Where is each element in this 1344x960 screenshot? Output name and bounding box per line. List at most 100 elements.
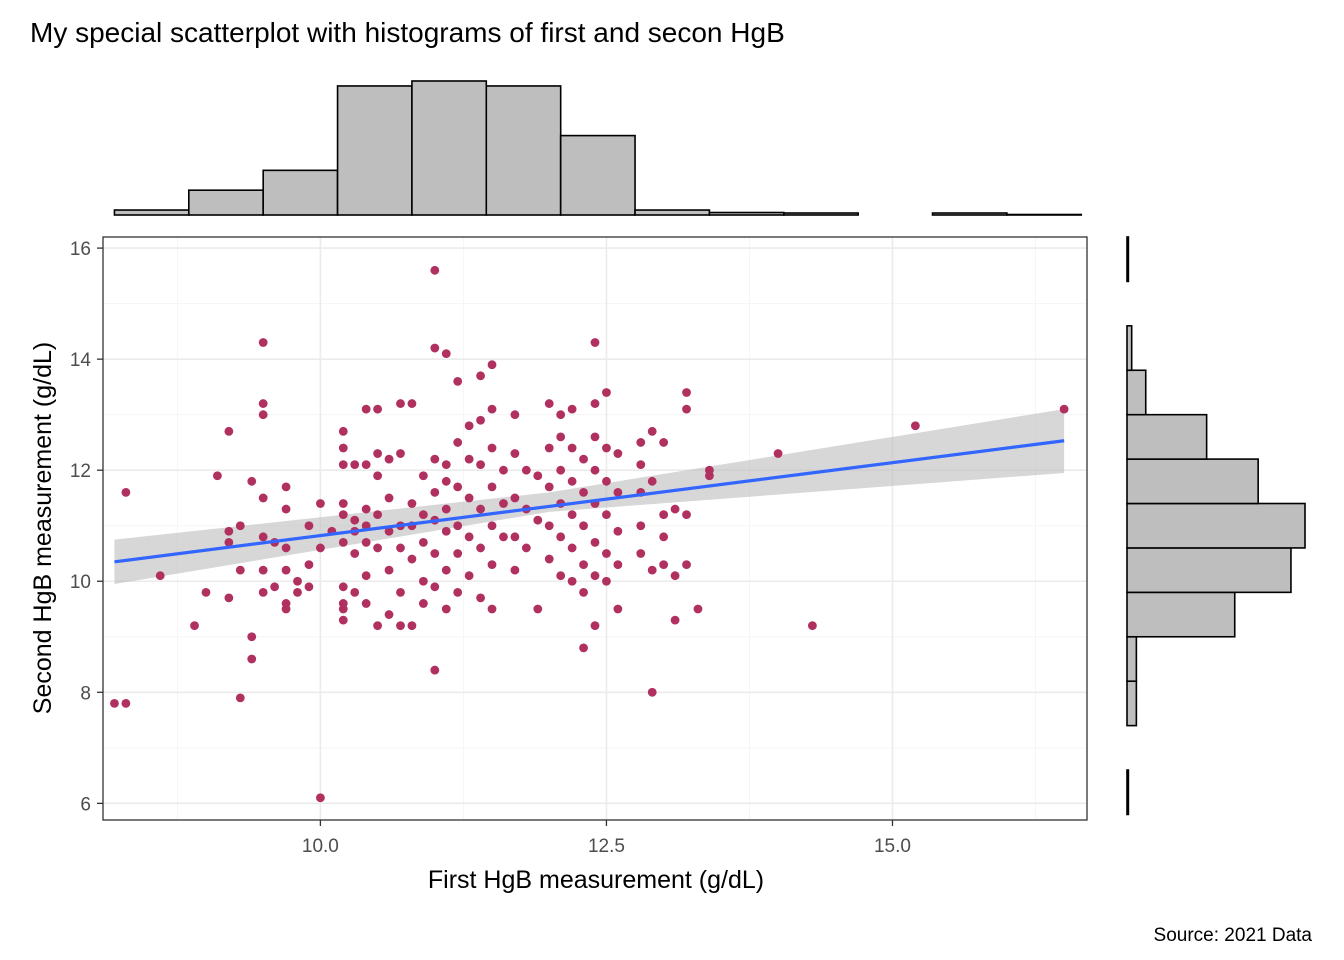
scatter-point <box>567 510 577 520</box>
y-tick-label: 14 <box>70 350 92 371</box>
scatter-point <box>430 665 440 675</box>
scatter-point <box>659 532 669 542</box>
scatter-point <box>304 521 314 531</box>
scatter-point <box>407 499 417 508</box>
histogram-bar <box>559 134 636 216</box>
scatter-point <box>464 532 474 542</box>
scatter-point <box>476 460 485 470</box>
scatter-point <box>636 438 646 447</box>
scatter-point <box>361 537 371 547</box>
scatter-point <box>567 576 577 586</box>
scatter-point <box>476 415 485 425</box>
scatter-point <box>258 493 268 503</box>
scatter-point <box>361 599 371 608</box>
scatter-point <box>602 510 611 520</box>
scatter-point <box>521 465 531 475</box>
scatter-point <box>441 460 451 470</box>
scatter-point <box>338 604 348 614</box>
scatter-point <box>418 576 428 586</box>
scatter-point <box>441 526 451 536</box>
scatter-point <box>590 432 600 442</box>
histogram-bar <box>1126 547 1292 594</box>
scatter-point <box>247 632 257 642</box>
scatter-point <box>396 543 405 553</box>
scatter-point <box>590 537 600 547</box>
scatter-point <box>361 460 371 470</box>
scatter-point <box>647 426 657 436</box>
scatter-point <box>281 543 291 553</box>
scatter-point <box>682 404 691 414</box>
scatter-point <box>293 576 302 586</box>
scatter-point <box>281 504 291 514</box>
scatter-point <box>544 443 554 453</box>
scatter-point <box>110 699 119 708</box>
scatter-point <box>464 454 474 464</box>
scatter-point <box>499 532 508 542</box>
scatter-point <box>418 471 428 481</box>
scatter-point <box>613 604 623 614</box>
scatter-point <box>418 537 428 547</box>
scatter-point <box>407 554 417 564</box>
scatter-point <box>487 604 497 614</box>
scatter-point <box>373 621 383 631</box>
scatter-point <box>682 388 691 397</box>
scatter-point <box>304 560 314 569</box>
scatter-point <box>338 537 348 547</box>
data-points <box>110 265 1069 803</box>
scatter-point <box>567 404 577 414</box>
scatter-point <box>224 426 234 436</box>
x-tick-label: 10.0 <box>302 836 339 857</box>
scatter-point <box>579 643 588 653</box>
scatter-point <box>304 582 314 592</box>
scatter-point <box>476 543 485 553</box>
scatter-point <box>682 510 691 520</box>
scatter-point <box>235 693 245 703</box>
scatter-point <box>384 610 394 619</box>
scatter-point <box>613 449 623 458</box>
scatter-point <box>361 571 371 581</box>
scatter-point <box>510 532 520 542</box>
scatter-point <box>705 471 714 481</box>
scatter-point <box>453 482 463 492</box>
scatter-point <box>247 654 257 664</box>
scatter-point <box>441 604 451 614</box>
scatter-point <box>579 454 588 464</box>
scatter-point <box>430 343 440 353</box>
y-tick-label: 8 <box>80 683 91 704</box>
scatter-point <box>533 471 543 481</box>
scatter-point <box>315 793 325 803</box>
histogram-bar <box>1126 769 1130 816</box>
scatter-point <box>647 687 657 697</box>
scatter-point <box>441 504 451 514</box>
scatter-point <box>556 571 566 581</box>
y-tick-label: 16 <box>70 239 91 260</box>
scatter-point <box>430 549 440 558</box>
scatter-point <box>430 488 440 497</box>
scatter-point <box>464 493 474 503</box>
histogram-bar <box>336 85 413 216</box>
scatter-point <box>258 338 268 347</box>
histogram-bar <box>708 211 785 216</box>
scatter-point <box>556 532 566 542</box>
scatter-point <box>510 410 520 420</box>
scatter-point <box>807 621 817 631</box>
scatter-point <box>590 338 600 347</box>
scatter-point <box>361 504 371 514</box>
scatter-point <box>487 560 497 569</box>
scatter-point <box>361 404 371 414</box>
regression-line-path <box>114 439 1065 564</box>
scatter-point <box>693 604 703 614</box>
scatter-point <box>441 565 451 575</box>
scatter-point <box>384 526 394 536</box>
scatter-point <box>396 449 405 458</box>
scatter-point <box>533 604 543 614</box>
scatter-point <box>910 421 920 431</box>
scatter-point <box>247 476 257 486</box>
scatter-point <box>315 499 325 508</box>
scatter-point <box>590 465 600 475</box>
scatter-point <box>293 587 302 597</box>
scatter-point <box>384 565 394 575</box>
scatter-point <box>567 543 577 553</box>
scatter-point <box>441 476 451 486</box>
